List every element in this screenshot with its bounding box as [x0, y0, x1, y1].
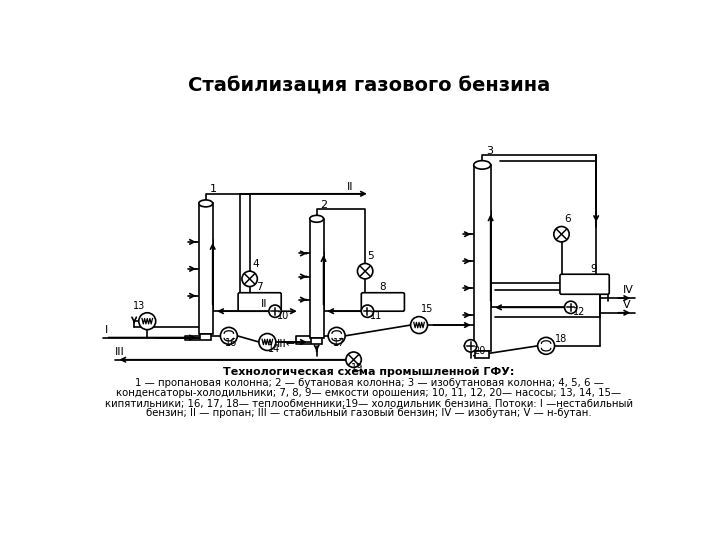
- FancyBboxPatch shape: [560, 274, 609, 294]
- Text: Стабилизация газового бензина: Стабилизация газового бензина: [188, 76, 550, 96]
- Bar: [199, 204, 212, 334]
- Text: 20: 20: [473, 346, 485, 356]
- Text: 12: 12: [573, 307, 585, 318]
- Circle shape: [554, 226, 570, 242]
- Text: 14: 14: [268, 345, 280, 354]
- Text: II: II: [346, 182, 354, 192]
- Text: III: III: [115, 347, 125, 357]
- Circle shape: [361, 305, 374, 318]
- Text: IV: IV: [623, 285, 634, 295]
- Bar: [200, 334, 211, 340]
- Text: 18: 18: [555, 334, 567, 345]
- Circle shape: [139, 313, 156, 330]
- Ellipse shape: [310, 215, 323, 222]
- Text: 4: 4: [252, 259, 258, 269]
- Circle shape: [220, 327, 238, 345]
- Text: кипятильники; 16, 17, 18— теплообменники;19— холодильник бензина. Потоки: I —нес: кипятильники; 16, 17, 18— теплообменники…: [105, 398, 633, 408]
- Ellipse shape: [474, 161, 490, 169]
- Circle shape: [242, 271, 257, 287]
- Text: 16: 16: [225, 338, 238, 348]
- FancyBboxPatch shape: [238, 293, 282, 311]
- Bar: [475, 351, 489, 358]
- FancyBboxPatch shape: [361, 293, 405, 311]
- Circle shape: [328, 327, 345, 345]
- Circle shape: [357, 264, 373, 279]
- Text: 8: 8: [379, 282, 386, 292]
- Ellipse shape: [199, 200, 212, 207]
- Text: Технологическая схема промышленной ГФУ:: Технологическая схема промышленной ГФУ:: [223, 367, 515, 377]
- Bar: [311, 338, 322, 343]
- Text: 7: 7: [256, 282, 262, 292]
- Bar: [474, 165, 490, 351]
- Text: 6: 6: [564, 214, 570, 224]
- Circle shape: [410, 316, 428, 334]
- Circle shape: [564, 301, 577, 314]
- Text: 1 — пропановая колонна; 2 — бутановая колонна; 3 — изобутановая колонна; 4, 5, 6: 1 — пропановая колонна; 2 — бутановая ко…: [135, 378, 603, 388]
- Text: 11: 11: [370, 311, 382, 321]
- Bar: [310, 219, 323, 338]
- Text: I: I: [105, 325, 108, 335]
- Circle shape: [269, 305, 282, 318]
- Text: 17: 17: [333, 338, 345, 348]
- Circle shape: [538, 338, 554, 354]
- Text: 5: 5: [367, 251, 374, 261]
- Text: 15: 15: [421, 304, 433, 314]
- Text: 9: 9: [590, 264, 598, 274]
- Circle shape: [464, 340, 477, 352]
- Circle shape: [259, 334, 276, 350]
- Text: II: II: [261, 299, 268, 309]
- Circle shape: [346, 352, 361, 367]
- Text: V: V: [623, 300, 631, 309]
- Text: III←: III←: [276, 339, 296, 349]
- Text: конденсаторы-холодильники; 7, 8, 9— емкости орошения; 10, 11, 12, 20— насосы; 13: конденсаторы-холодильники; 7, 8, 9— емко…: [117, 388, 621, 398]
- Text: 10: 10: [277, 311, 289, 321]
- Text: 2: 2: [320, 200, 328, 210]
- Text: 13: 13: [133, 301, 145, 311]
- Text: бензин; II — пропан; III — стабильный газовый бензин; IV — изобутан; V — н-бутан: бензин; II — пропан; III — стабильный га…: [146, 408, 592, 418]
- Text: 1: 1: [210, 184, 217, 194]
- Text: 3: 3: [486, 146, 493, 156]
- Text: 19: 19: [351, 363, 363, 373]
